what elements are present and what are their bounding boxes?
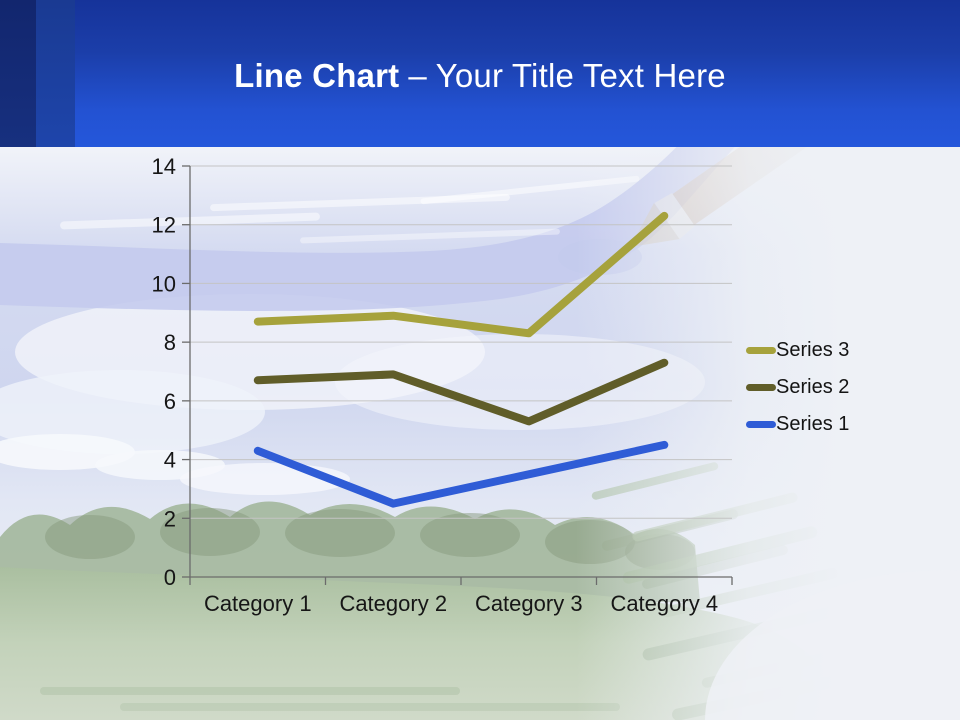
title-bar: Line Chart – Your Title Text Here [0, 0, 960, 147]
corner-fade [705, 570, 960, 720]
y-axis-tick-label: 8 [164, 330, 176, 355]
legend-marker-series-1 [746, 421, 776, 428]
y-axis-tick-label: 12 [152, 213, 176, 238]
series-line-series-3 [253, 211, 669, 338]
y-axis-tick-label: 0 [164, 565, 176, 590]
legend-item-series-3: Series 3 [746, 340, 849, 361]
legend-label-series-1: Series 1 [776, 413, 850, 435]
grass [0, 462, 879, 720]
legend-label-series-2: Series 2 [776, 376, 850, 398]
paintbrush-graphic [630, 147, 807, 247]
series-line-series-2 [253, 358, 669, 426]
x-axis-category-label: Category 3 [475, 591, 583, 616]
legend-marker-series-2 [746, 384, 776, 391]
legend-item-series-1: Series 1 [746, 414, 849, 435]
legend-label-series-3: Series 3 [776, 339, 850, 361]
y-axis-tick-label: 14 [152, 154, 176, 179]
slide-title-bold: Line Chart [234, 56, 400, 94]
y-axis-tick-label: 4 [164, 448, 176, 473]
x-axis-category-label: Category 1 [204, 591, 312, 616]
legend-marker-series-3 [746, 347, 776, 354]
y-axis-tick-label: 2 [164, 506, 176, 531]
series-line-series-1 [253, 440, 669, 508]
slide-title-regular: – Your Title Text Here [408, 56, 726, 94]
header-accent-strip-mid [36, 0, 75, 147]
chart-legend: Series 3 Series 2 Series 1 [746, 340, 849, 435]
y-axis-tick-label: 6 [164, 389, 176, 414]
header-accent-strip-dark [0, 0, 36, 147]
x-axis-category-label: Category 2 [339, 591, 447, 616]
legend-item-series-2: Series 2 [746, 377, 849, 398]
clouds [0, 294, 705, 495]
paint-stroke [0, 147, 735, 311]
slide-title: Line Chart – Your Title Text Here [234, 53, 726, 95]
tree-line [0, 501, 788, 602]
y-axis-tick-label: 10 [152, 271, 176, 296]
x-axis-category-label: Category 4 [610, 591, 718, 616]
